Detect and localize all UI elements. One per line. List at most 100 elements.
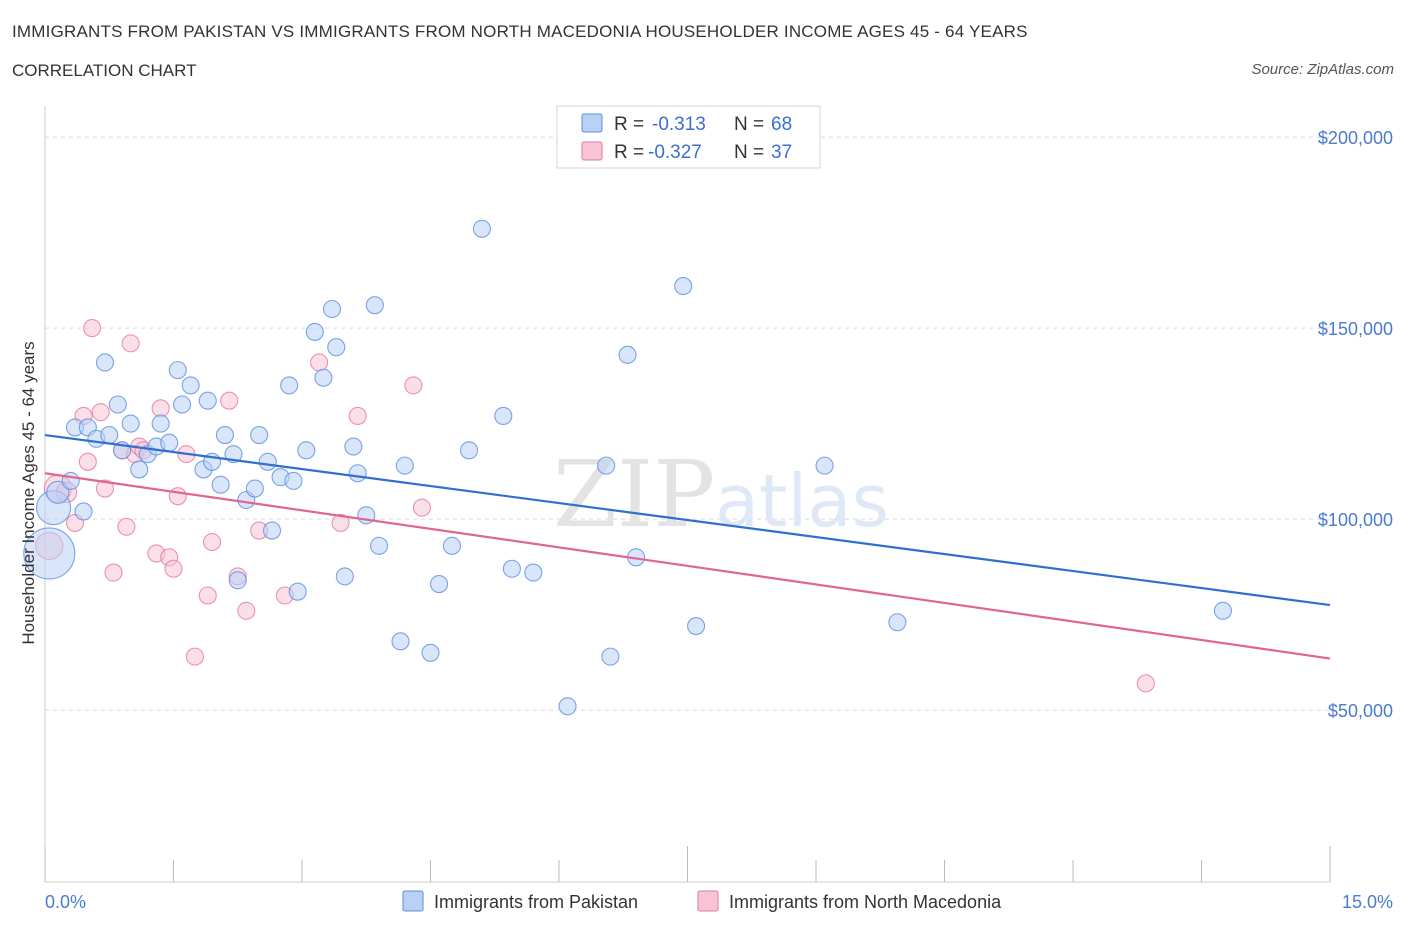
point-pakistan [687,617,706,636]
x-tick-label: 0.0% [45,892,86,912]
point-pakistan [181,376,200,395]
point-pakistan [322,299,342,319]
point-pakistan [502,559,521,578]
point-pakistan [245,479,264,498]
point-pakistan [365,296,384,315]
legend-n-value: 37 [771,142,792,163]
point-macedonia [404,376,423,395]
point-pakistan [430,574,449,594]
y-tick-label: $50,000 [1328,701,1393,721]
point-pakistan [173,395,192,414]
point-pakistan [348,464,367,483]
point-pakistan [421,643,440,662]
correlation-legend: R = -0.313 N = 68 R = -0.327 N = 37 [556,105,821,169]
point-pakistan [198,391,217,410]
y-tick-label: $200,000 [1318,128,1393,148]
point-macedonia [412,498,431,517]
point-pakistan [327,338,346,357]
point-macedonia [117,517,136,536]
point-macedonia [91,403,110,422]
point-macedonia [164,559,183,578]
point-pakistan [674,277,693,296]
point-pakistan [130,460,149,479]
y-axis-label: Householder Income Ages 45 - 64 years [19,341,38,644]
point-pakistan [472,219,491,238]
point-pakistan [160,433,179,452]
watermark: ZIP atlas [553,441,889,548]
point-pakistan [524,563,543,582]
point-pakistan [215,426,234,445]
point-macedonia [83,319,102,338]
point-macedonia [198,586,217,605]
legend-r-label: R = [614,114,644,135]
point-macedonia [95,479,115,498]
trend-line-pakistan [44,433,1331,607]
legend-series-macedonia: Immigrants from North Macedonia [729,892,1002,912]
point-pakistan [258,452,277,471]
point-pakistan [23,527,76,580]
legend-r-value: -0.313 [652,114,706,135]
point-pakistan [100,426,119,445]
point-pakistan [151,414,170,433]
point-pakistan [370,536,389,555]
legend-r-value: -0.327 [648,142,702,163]
point-pakistan [459,441,479,460]
point-pakistan [121,414,140,433]
point-pakistan [314,368,333,387]
point-pakistan [494,406,513,426]
point-pakistan [288,582,307,601]
chart-subtitle: CORRELATION CHART [12,61,197,80]
point-pakistan [618,345,637,364]
point-pakistan [211,475,230,494]
point-macedonia [331,513,350,532]
point-macedonia [310,353,329,372]
point-pakistan [1213,601,1232,620]
point-pakistan [168,361,187,380]
point-pakistan [335,567,354,586]
series-legend: Immigrants from Pakistan Immigrants from… [402,890,1002,912]
watermark-atlas: atlas [715,459,889,543]
point-pakistan [815,456,834,475]
point-macedonia [78,452,97,471]
legend-swatch-macedonia [697,890,719,912]
x-tick-label: 15.0% [1342,892,1393,912]
chart-title: IMMIGRANTS FROM PAKISTAN VS IMMIGRANTS F… [12,22,1028,41]
point-pakistan [305,322,324,341]
point-pakistan [601,647,620,666]
point-macedonia [104,563,123,582]
watermark-zip: ZIP [553,441,715,548]
trend-line-macedonia [44,472,1331,660]
point-macedonia [151,399,170,418]
point-pakistan [61,471,80,490]
y-tick-labels: $50,000 $100,000 $150,000 $200,000 [1318,128,1393,721]
point-pakistan [391,632,410,651]
point-macedonia [121,334,140,353]
point-macedonia [1136,674,1155,693]
series-pakistan-points [23,219,1232,716]
point-macedonia [168,487,187,506]
point-pakistan [108,395,127,414]
source-credit: Source: ZipAtlas.com [1251,61,1394,78]
y-tick-label: $100,000 [1318,510,1393,530]
point-pakistan [46,480,70,504]
x-tick-labels: 0.0% 15.0% [45,892,1393,912]
point-macedonia [348,406,367,426]
legend-r-label: R = [614,142,644,163]
point-pakistan [250,426,269,445]
point-pakistan [95,353,115,372]
point-pakistan [280,376,299,395]
point-pakistan [262,521,282,540]
point-macedonia [185,647,204,666]
point-macedonia [203,532,222,552]
legend-swatch-pakistan [581,113,603,133]
point-pakistan [344,437,363,456]
legend-swatch-pakistan [402,890,424,912]
legend-swatch-macedonia [581,141,603,161]
trend-lines [44,433,1331,660]
point-pakistan [297,441,316,460]
legend-n-label: N = [734,142,764,163]
legend-series-pakistan: Immigrants from Pakistan [434,892,638,912]
legend-n-value: 68 [771,114,792,135]
legend-n-label: N = [734,114,764,135]
